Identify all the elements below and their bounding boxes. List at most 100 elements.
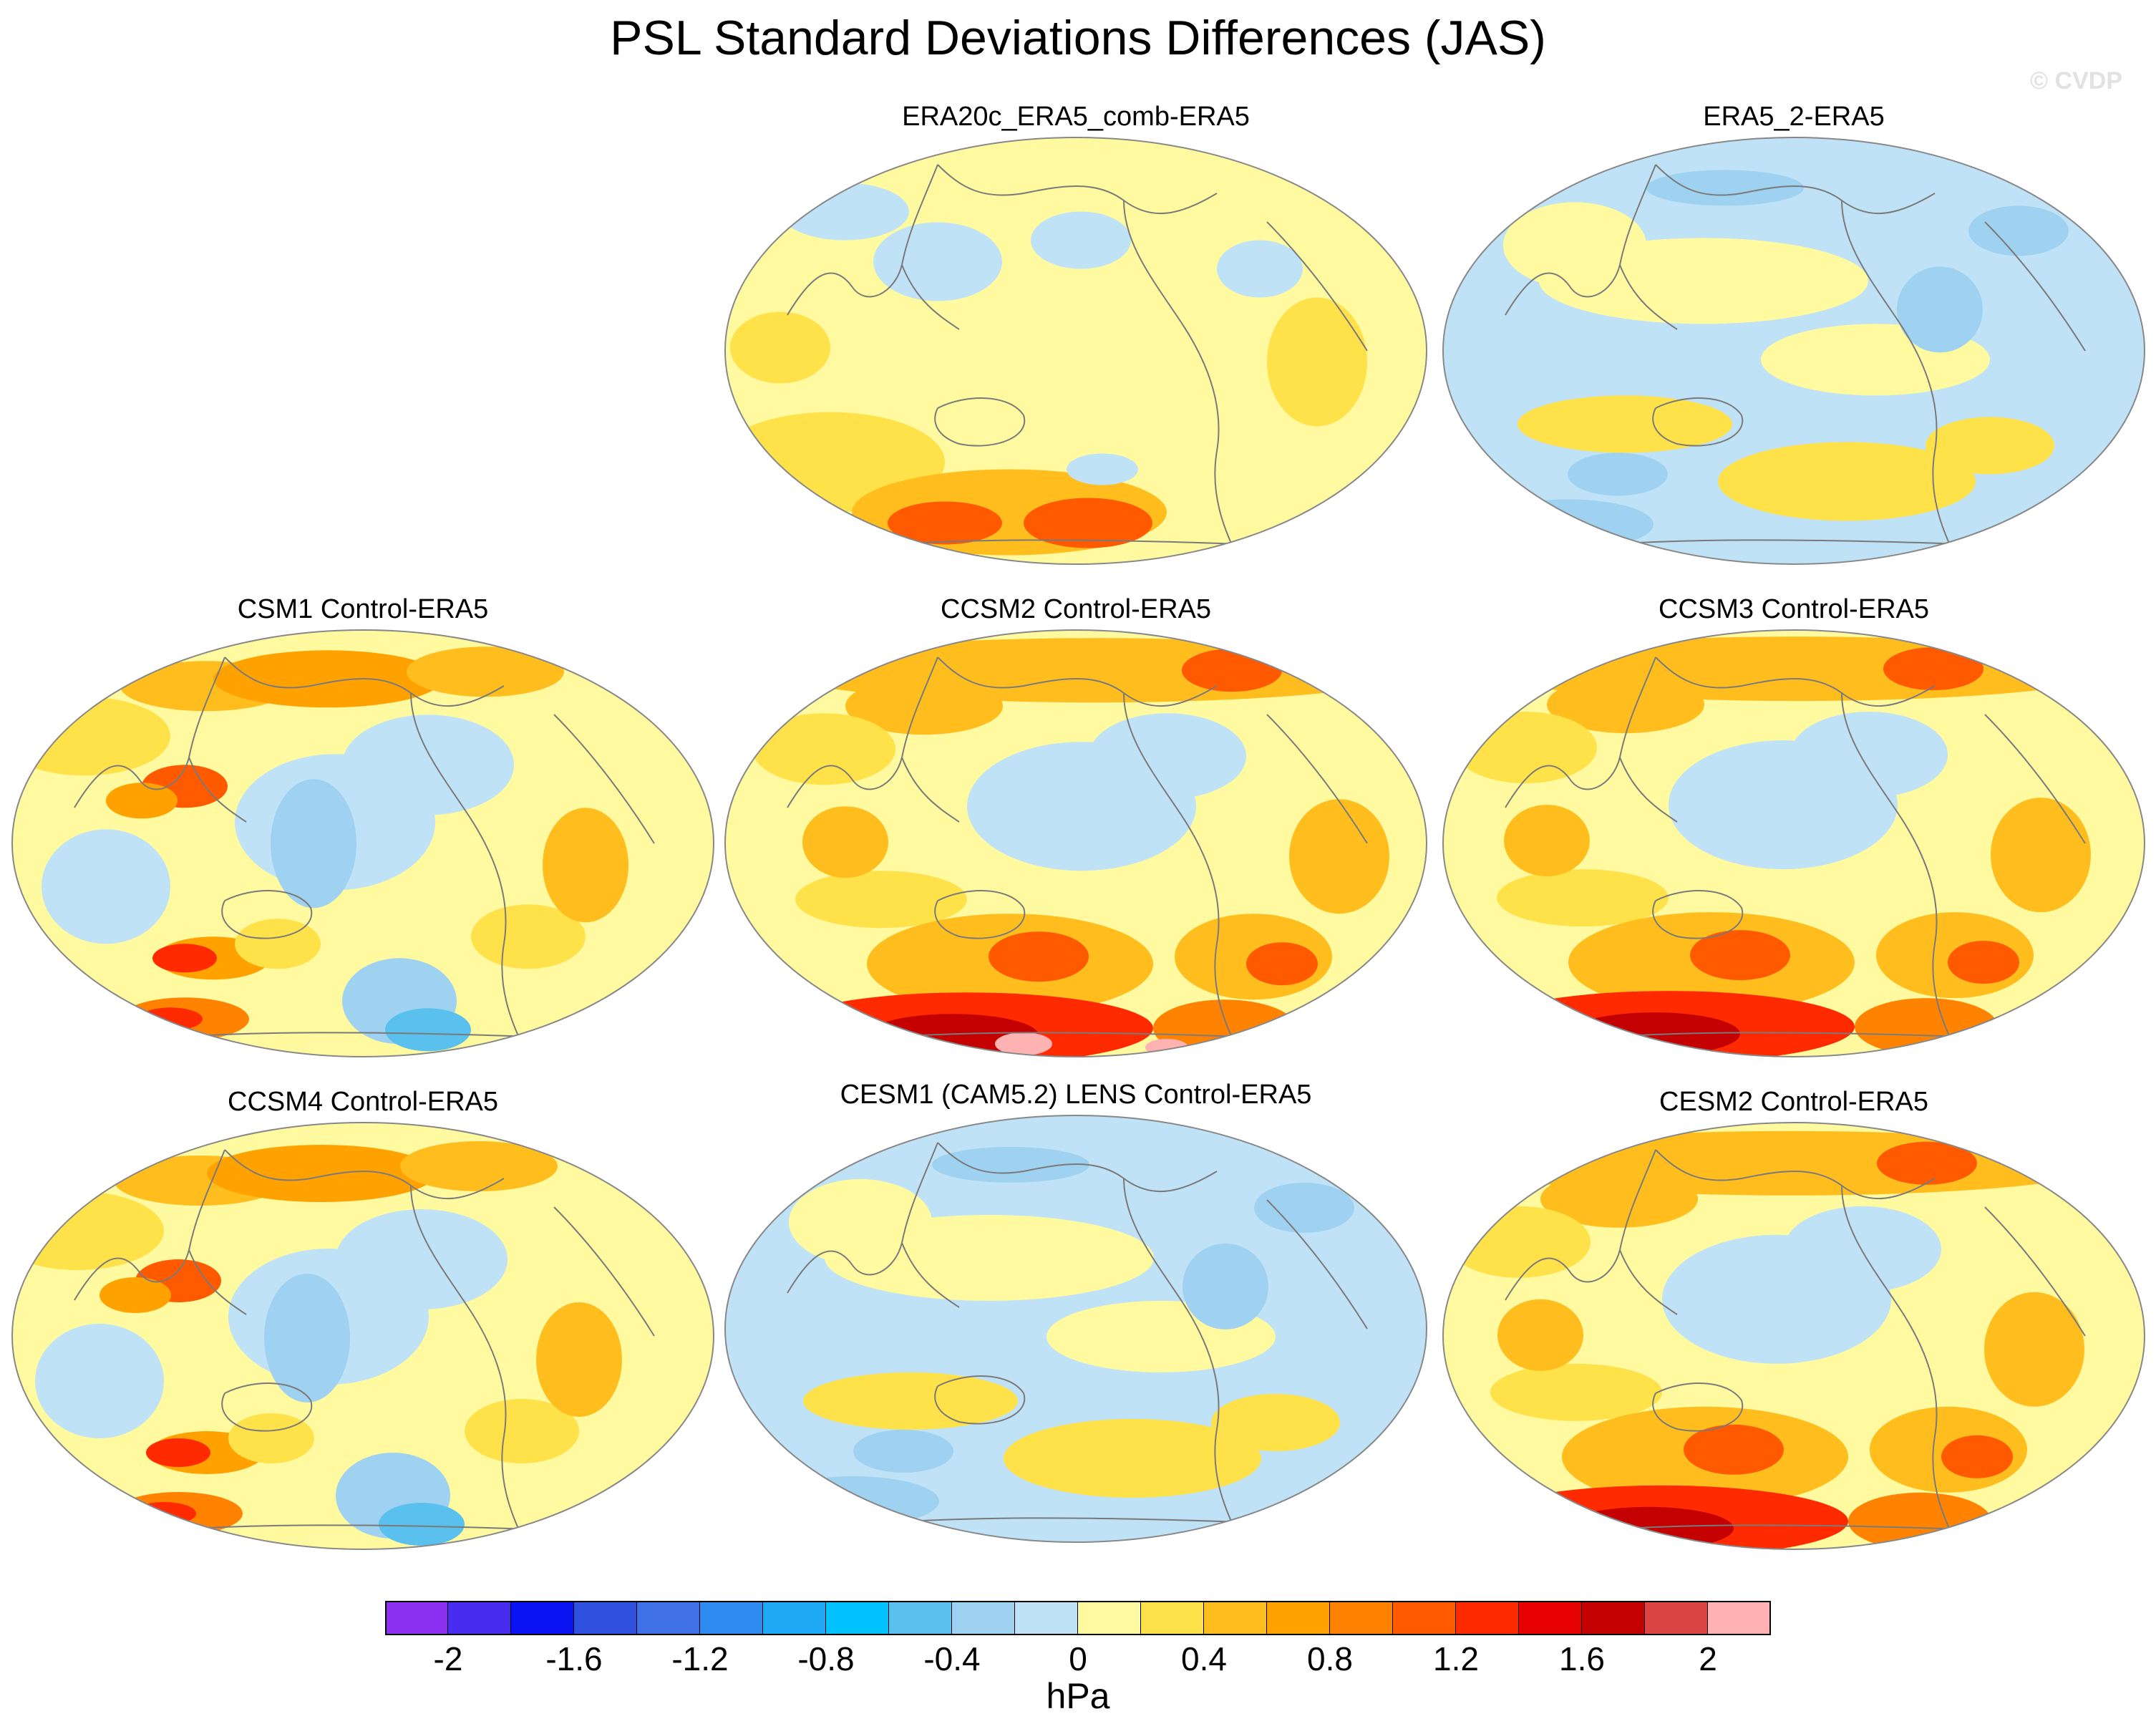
contour-region [845,1027,902,1053]
coastline [1123,1178,1239,1537]
contour-region [1518,395,1732,453]
colorbar-swatch [1267,1601,1330,1635]
map-border [11,1122,714,1550]
contour-region [14,1496,128,1539]
contour-region [1948,941,2019,984]
contour-region [795,871,967,929]
colorbar-swatch [826,1601,889,1635]
coastline [1619,1249,1678,1315]
colorbar-swatch [952,1601,1015,1635]
coastline [1841,1185,1957,1544]
map-field [725,137,1427,564]
colorbar-swatch [511,1601,574,1635]
credit-watermark: © CVDP [2030,67,2122,95]
coastline [221,1382,313,1432]
contour-region [471,904,586,969]
contour-region [407,646,564,697]
coastline [410,692,526,1052]
contour-region [1490,1363,1662,1421]
figure-title: PSL Standard Deviations Differences (JAS… [610,11,1546,65]
contour-region [873,222,1002,301]
contour-region [1254,1182,1354,1233]
panel-title: CESM1 (CAM5.2) LENS Control-ERA5 [840,1080,1312,1110]
panel-title: CCSM2 Control-ERA5 [941,594,1211,624]
contour-region [336,1209,508,1309]
contour-region [146,1438,210,1467]
map-border [724,629,1427,1057]
contour-region [1004,1418,1261,1498]
contour-region [1503,202,1646,289]
coastline [937,164,1218,215]
contour-region [803,1372,1018,1430]
contour-region [1183,1243,1268,1330]
contour-region [42,829,170,944]
contour-region [1784,1206,1941,1292]
colorbar-swatch [1582,1601,1645,1635]
coastline [934,890,1026,939]
colorbar-swatch [1519,1601,1582,1635]
map [724,137,1427,565]
contour-region [379,1503,465,1546]
coastline [1505,164,1656,316]
contour-region [1855,998,1998,1056]
map-panel-8: CESM2 Control-ERA5 [1441,1087,2147,1581]
coastline [787,164,938,316]
coastline [934,397,1026,447]
contour-region [995,1032,1052,1055]
contour-region [152,944,217,973]
map-field [1443,630,2145,1057]
contour-region [213,650,442,708]
contour-region [1877,1141,1977,1185]
contour-region [342,715,514,815]
coastline [74,1149,225,1301]
map-panel-3: CSM1 Control-ERA5 [10,594,716,1088]
coastline [410,1185,526,1544]
contour-region [1968,205,2069,256]
coastline [1619,264,1678,330]
contour-region [1984,1292,2084,1407]
contour-region [1454,712,1597,784]
map-border [724,1115,1427,1543]
coastline [1655,657,1936,707]
contour-region [536,1302,622,1417]
contour-region [1897,266,1983,353]
coastline [1841,200,1957,559]
map-border [1442,1122,2145,1550]
coastline [901,1242,960,1308]
contour-region [752,713,895,785]
map-panel-1: ERA20c_ERA5_comb-ERA5 [723,102,1429,596]
colorbar-swatch [1330,1601,1393,1635]
contour-region [1504,805,1590,877]
contour-region [1217,240,1303,298]
colorbar-swatch [700,1601,763,1635]
contour-region [966,308,1124,344]
coastline [224,1149,505,1200]
coastline [1619,757,1678,823]
coastline [901,264,960,330]
coastline [188,757,247,823]
contour-region [1646,170,1804,206]
colorbar-swatch [1708,1601,1771,1635]
coastline [901,757,960,823]
colorbar-tick-label: 1.2 [1433,1640,1479,1677]
panel-title: CCSM4 Control-ERA5 [228,1087,498,1117]
contour-region [1182,649,1282,692]
colorbar-swatch [1393,1601,1456,1635]
contour-region [1941,1435,2013,1478]
contour-region [1246,942,1318,986]
colorbar-tick-label: -1.2 [671,1640,729,1677]
contour-region [1267,297,1367,427]
map [1442,1122,2145,1550]
colorbar-swatch [1456,1601,1519,1635]
coastline [1123,200,1239,559]
contour-region [264,1274,350,1403]
contour-region [1790,712,1948,798]
colorbar-tick-label: -0.8 [797,1640,855,1677]
contour-region [1684,1424,1784,1475]
coastline [1266,221,1368,352]
coastline [74,657,225,808]
contour-region [465,1399,579,1463]
map-field [12,630,714,1057]
contour-region [35,1324,164,1438]
coastline [1505,657,1656,808]
